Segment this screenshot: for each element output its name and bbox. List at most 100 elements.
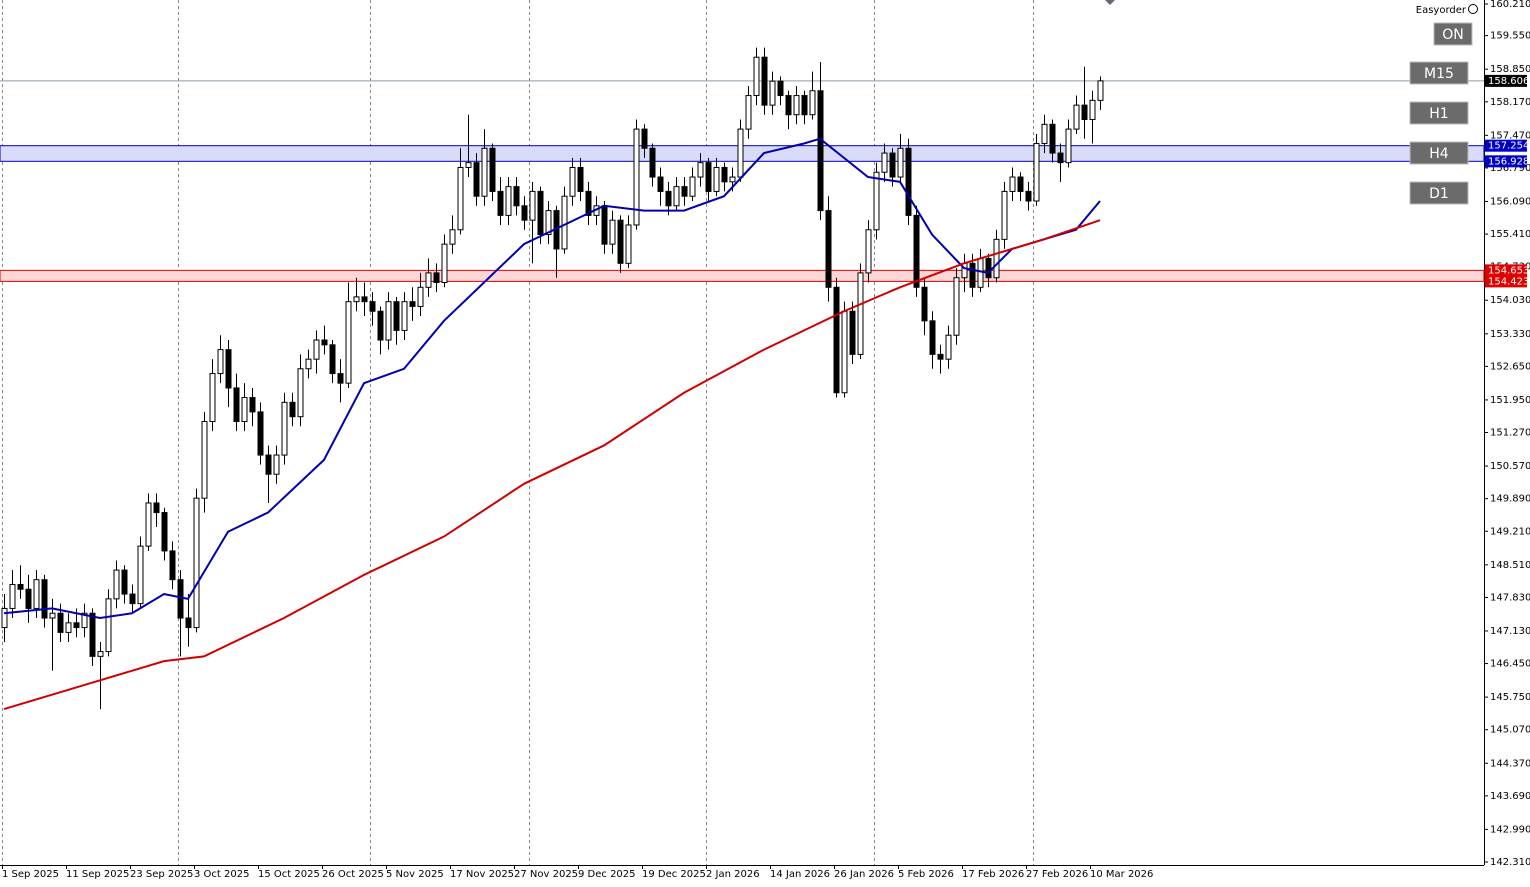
button-label[interactable]: ON (1442, 27, 1464, 43)
candle-body (385, 301, 392, 341)
candle-body (665, 190, 672, 207)
candle-body (985, 258, 992, 279)
candle-body (521, 205, 528, 221)
x-tick-label: 3 Oct 2025 (194, 869, 249, 880)
button-label[interactable]: H4 (1429, 146, 1449, 162)
candle-body (745, 95, 752, 130)
timeframe-button[interactable] (1409, 101, 1469, 125)
y-tick-label: 155.410 (1490, 229, 1530, 240)
moving-average (3, 219, 1101, 711)
candle-body (817, 90, 824, 212)
price-tag-label: 154.423 (1488, 276, 1529, 287)
candle-body (873, 171, 880, 231)
candle-body (33, 579, 40, 609)
candle-body (513, 186, 520, 207)
candle-body (377, 310, 384, 341)
candle-body (265, 454, 272, 475)
candle-body (953, 277, 960, 336)
y-tick-label: 142.990 (1490, 824, 1530, 835)
candle-body (777, 80, 784, 97)
candle-body (1049, 123, 1056, 154)
y-tick-label: 149.210 (1490, 526, 1530, 537)
candle-body (457, 166, 464, 231)
candle-body (809, 90, 816, 116)
brand-icon (1468, 4, 1478, 14)
candle-body (81, 612, 88, 629)
x-tick-label: 9 Dec 2025 (578, 869, 636, 880)
candle-body (449, 229, 456, 245)
timeframe-button[interactable] (1409, 141, 1469, 165)
x-tick-label: 17 Nov 2025 (450, 869, 514, 880)
candle-body (697, 162, 704, 178)
candle-body (129, 593, 136, 605)
candle-body (297, 368, 304, 418)
candle-body (529, 190, 536, 221)
y-tick-label: 156.790 (1490, 163, 1530, 174)
candle-body (865, 229, 872, 274)
y-tick-label: 147.830 (1490, 592, 1530, 603)
candle-body (905, 147, 912, 216)
candle-body (1081, 104, 1088, 121)
candle-body (761, 56, 768, 106)
candle-body (737, 128, 744, 178)
button-label[interactable]: M15 (1424, 66, 1454, 82)
price-tag-label: 158.606 (1488, 76, 1529, 87)
candle-body (657, 176, 664, 192)
candle-body (201, 420, 208, 499)
candle-body (505, 186, 512, 216)
candle-body (329, 344, 336, 375)
x-tick-label: 5 Nov 2025 (386, 869, 444, 880)
y-tick-label: 144.370 (1490, 758, 1530, 769)
button-label[interactable]: H1 (1429, 106, 1448, 122)
candle-body (1097, 80, 1104, 101)
y-tick-label: 156.090 (1490, 196, 1530, 207)
timeframe-button[interactable] (1433, 22, 1473, 46)
candle-body (1041, 123, 1048, 144)
candle-body (1065, 128, 1072, 164)
x-tick-label: 1 Sep 2025 (2, 869, 59, 880)
timeframe-button[interactable] (1409, 61, 1469, 85)
candle-body (1089, 99, 1096, 121)
candle-body (169, 550, 176, 581)
y-tick-label: 149.890 (1490, 494, 1530, 505)
candle-body (193, 497, 200, 629)
candle-body (441, 243, 448, 283)
x-tick-label: 19 Dec 2025 (642, 869, 706, 880)
price-tag-label: 156.928 (1488, 156, 1529, 167)
candle-body (857, 272, 864, 355)
candle-body (257, 411, 264, 456)
x-tick-label: 15 Oct 2025 (258, 869, 320, 880)
candle-body (889, 152, 896, 178)
candle-body (209, 373, 216, 422)
candle-body (353, 296, 360, 303)
x-tick-label: 27 Nov 2025 (514, 869, 578, 880)
candle-body (1001, 190, 1008, 240)
candle-body (409, 301, 416, 307)
candle-body (569, 166, 576, 197)
candle-body (473, 162, 480, 197)
timeframe-button[interactable] (1409, 181, 1469, 205)
y-tick-label: 143.690 (1490, 791, 1530, 802)
y-tick-label: 159.550 (1490, 31, 1530, 42)
y-tick-label: 150.570 (1490, 461, 1530, 472)
button-label[interactable]: D1 (1429, 186, 1449, 202)
candle-body (217, 349, 224, 375)
candle-body (433, 272, 440, 283)
x-tick-label: 11 Sep 2025 (66, 869, 129, 880)
y-tick-label: 158.170 (1490, 97, 1530, 108)
x-tick-label: 23 Sep 2025 (130, 869, 193, 880)
y-tick-label: 154.030 (1490, 295, 1530, 306)
candle-body (753, 56, 760, 97)
candle-body (649, 147, 656, 178)
candle-body (161, 512, 168, 552)
candle-body (913, 214, 920, 288)
price-tag-label: 154.653 (1488, 265, 1529, 276)
price-tag (1485, 139, 1527, 152)
candle-body (145, 502, 152, 547)
y-tick-label: 157.470 (1490, 130, 1530, 141)
candle-body (929, 320, 936, 355)
candle-body (545, 210, 552, 236)
candle-body (369, 301, 376, 312)
candle-body (497, 190, 504, 216)
